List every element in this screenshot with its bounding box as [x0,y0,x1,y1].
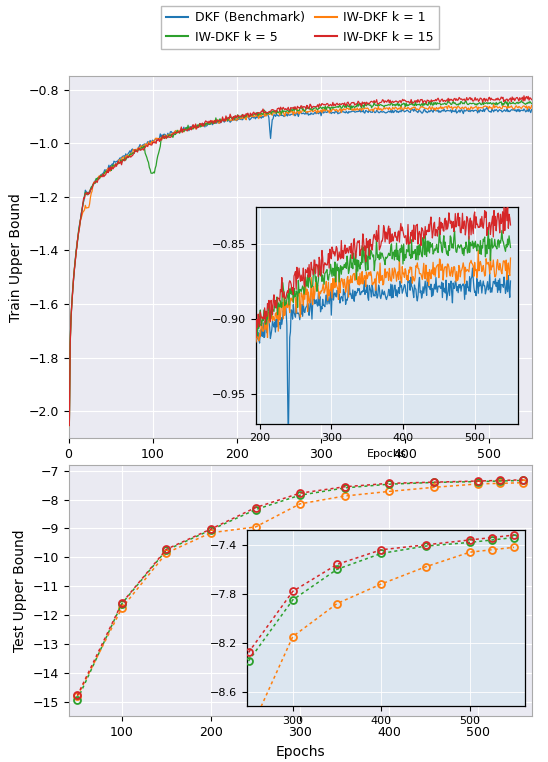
Y-axis label: Test Upper Bound: Test Upper Bound [13,530,27,652]
Legend: DKF (Benchmark), IW-DKF k = 5, IW-DKF k = 1, IW-DKF k = 15: DKF (Benchmark), IW-DKF k = 5, IW-DKF k … [161,6,439,49]
X-axis label: Epochs: Epochs [275,466,325,480]
Y-axis label: Train Upper Bound: Train Upper Bound [9,193,22,322]
X-axis label: Epochs: Epochs [275,744,325,758]
